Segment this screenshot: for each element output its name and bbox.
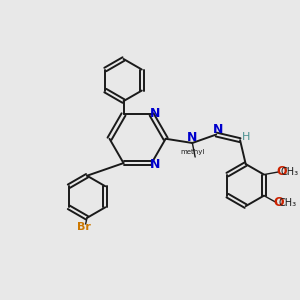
Text: H: H <box>242 132 250 142</box>
Text: N: N <box>212 123 223 136</box>
Text: N: N <box>187 131 197 144</box>
Text: CH₃: CH₃ <box>281 167 299 177</box>
Text: O: O <box>276 165 287 178</box>
Text: Br: Br <box>77 222 91 232</box>
Text: N: N <box>150 106 160 119</box>
Text: CH₃: CH₃ <box>278 198 296 208</box>
Text: O: O <box>274 196 284 209</box>
Text: N: N <box>150 158 160 171</box>
Text: methyl: methyl <box>180 149 205 155</box>
